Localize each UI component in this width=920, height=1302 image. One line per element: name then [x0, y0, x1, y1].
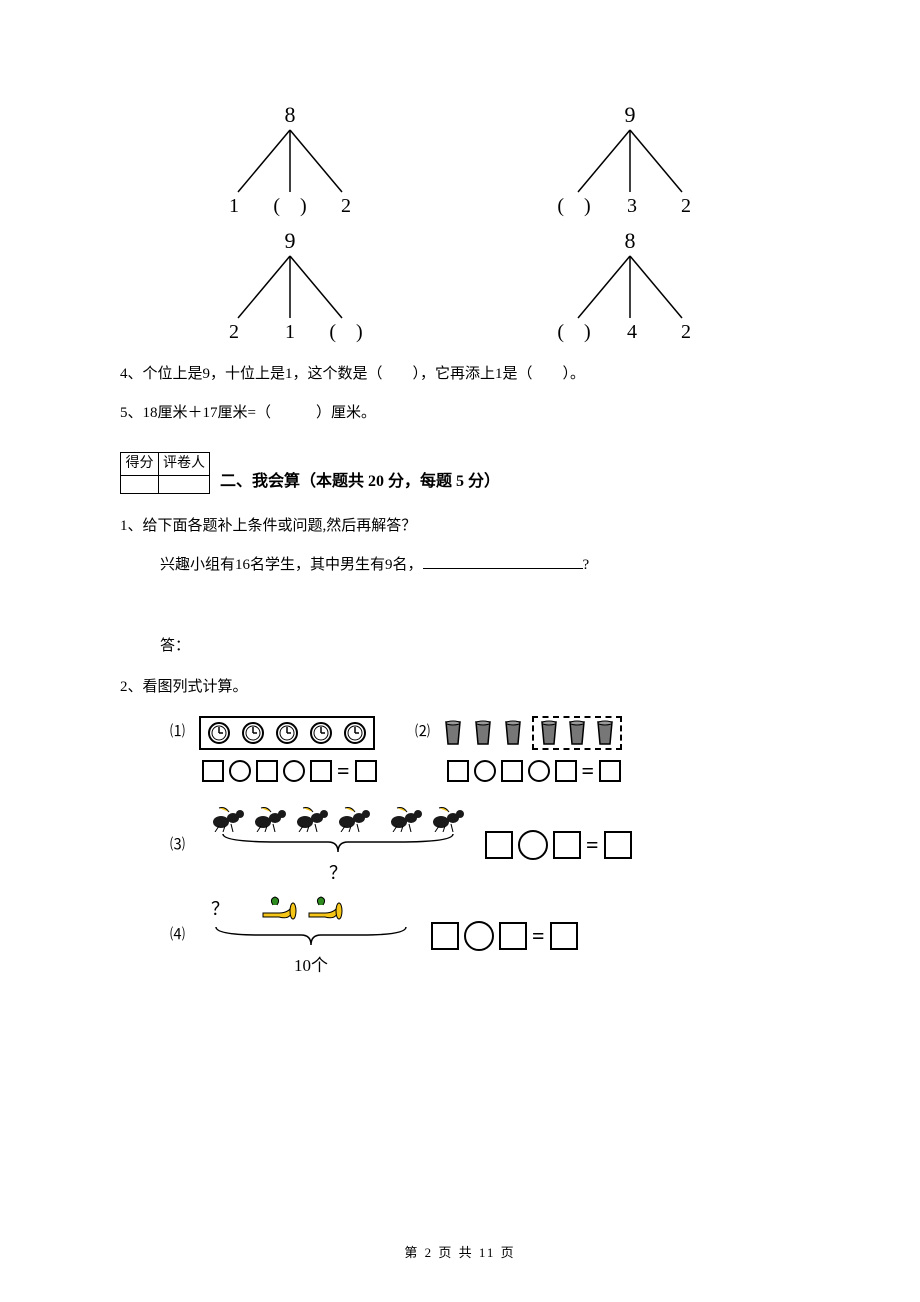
ant-icon	[431, 804, 465, 832]
equation-3[interactable]: =	[485, 830, 632, 861]
clock-icon	[309, 721, 333, 745]
svg-text:9: 9	[285, 228, 296, 253]
brace-q-label: ？	[211, 861, 465, 886]
answer-label: 答：	[160, 636, 800, 657]
clock-icon	[207, 721, 231, 745]
question-4: 4、个位上是9，十位上是1，这个数是（ ），它再添上1是（ ）。	[120, 364, 800, 385]
item-3-label: ⑶	[170, 835, 185, 856]
s2-q1-body: 兴趣小组有16名学生，其中男生有9名，?	[160, 555, 800, 576]
item-4-label: ⑷	[170, 925, 185, 946]
brace-total-label: 10个	[211, 954, 411, 978]
trumpet-icon	[305, 895, 343, 925]
svg-text:( ): ( )	[329, 321, 362, 343]
glass-row	[442, 716, 622, 750]
trumpet-icon	[259, 895, 297, 925]
svg-text:( ): ( )	[557, 321, 590, 343]
equation-4[interactable]: =	[431, 921, 578, 952]
svg-text:2: 2	[341, 195, 351, 217]
glass-icon	[502, 720, 524, 746]
score-header-grader: 评卷人	[159, 453, 210, 476]
glass-icon	[472, 720, 494, 746]
part4-qmark: ？	[211, 897, 229, 922]
section-2-header: 得分 评卷人 二、我会算（本题共 20 分，每题 5 分）	[120, 452, 800, 494]
ant-icon	[211, 804, 245, 832]
ant-icon	[337, 804, 371, 832]
brace-down-icon	[218, 832, 458, 854]
s2-q2-label: 2、看图列式计算。	[120, 677, 800, 698]
number-tree-8: 8 1 ( ) 2	[200, 100, 380, 220]
svg-text:( ): ( )	[273, 195, 306, 217]
tree-row-2: 9 2 1 ( ) 8 ( ) 4 2	[120, 226, 800, 346]
clock-icon	[343, 721, 367, 745]
glass-icon	[594, 720, 616, 746]
svg-text:( ): ( )	[557, 195, 590, 217]
ant-icon	[389, 804, 423, 832]
item-2-label: ⑵	[415, 722, 430, 743]
equation-2[interactable]: =	[447, 756, 622, 787]
svg-text:1: 1	[229, 195, 239, 217]
s2-q1-text: 兴趣小组有16名学生，其中男生有9名，	[160, 557, 423, 573]
tree-top: 8	[285, 102, 296, 127]
number-tree-9a: 9 ( ) 3 2	[540, 100, 720, 220]
glass-icon	[442, 720, 464, 746]
score-table: 得分 评卷人	[120, 452, 210, 494]
svg-text:1: 1	[285, 321, 295, 343]
score-header-score: 得分	[121, 453, 159, 476]
page-footer: 第 2 页 共 11 页	[0, 1244, 920, 1262]
number-tree-8b: 8 ( ) 4 2	[540, 226, 720, 346]
svg-text:3: 3	[627, 195, 637, 217]
question-5: 5、18厘米＋17厘米=（ ）厘米。	[120, 403, 800, 424]
svg-text:2: 2	[681, 321, 691, 343]
svg-text:8: 8	[625, 228, 636, 253]
clock-frame	[199, 716, 375, 750]
equation-1[interactable]: =	[202, 756, 377, 787]
svg-text:9: 9	[625, 102, 636, 127]
svg-text:2: 2	[681, 195, 691, 217]
item-1-label: ⑴	[170, 722, 185, 743]
tree-row-1: 8 1 ( ) 2 9 ( ) 3 2	[120, 100, 800, 220]
dashed-group	[532, 716, 622, 750]
svg-text:4: 4	[627, 321, 637, 343]
clock-icon	[275, 721, 299, 745]
section-2-title: 二、我会算（本题共 20 分，每题 5 分）	[220, 471, 500, 493]
ant-icon	[295, 804, 329, 832]
qmark: ?	[583, 557, 590, 573]
clock-icon	[241, 721, 265, 745]
glass-icon	[566, 720, 588, 746]
brace-down-icon	[211, 925, 411, 947]
number-tree-9b: 9 2 1 ( )	[200, 226, 380, 346]
figure-problems: ⑴ ⑵ =	[170, 716, 800, 978]
s2-q1-label: 1、给下面各题补上条件或问题,然后再解答？	[120, 516, 800, 537]
glass-icon	[538, 720, 560, 746]
ant-icon	[253, 804, 287, 832]
svg-text:2: 2	[229, 321, 239, 343]
fill-blank[interactable]	[423, 555, 583, 569]
